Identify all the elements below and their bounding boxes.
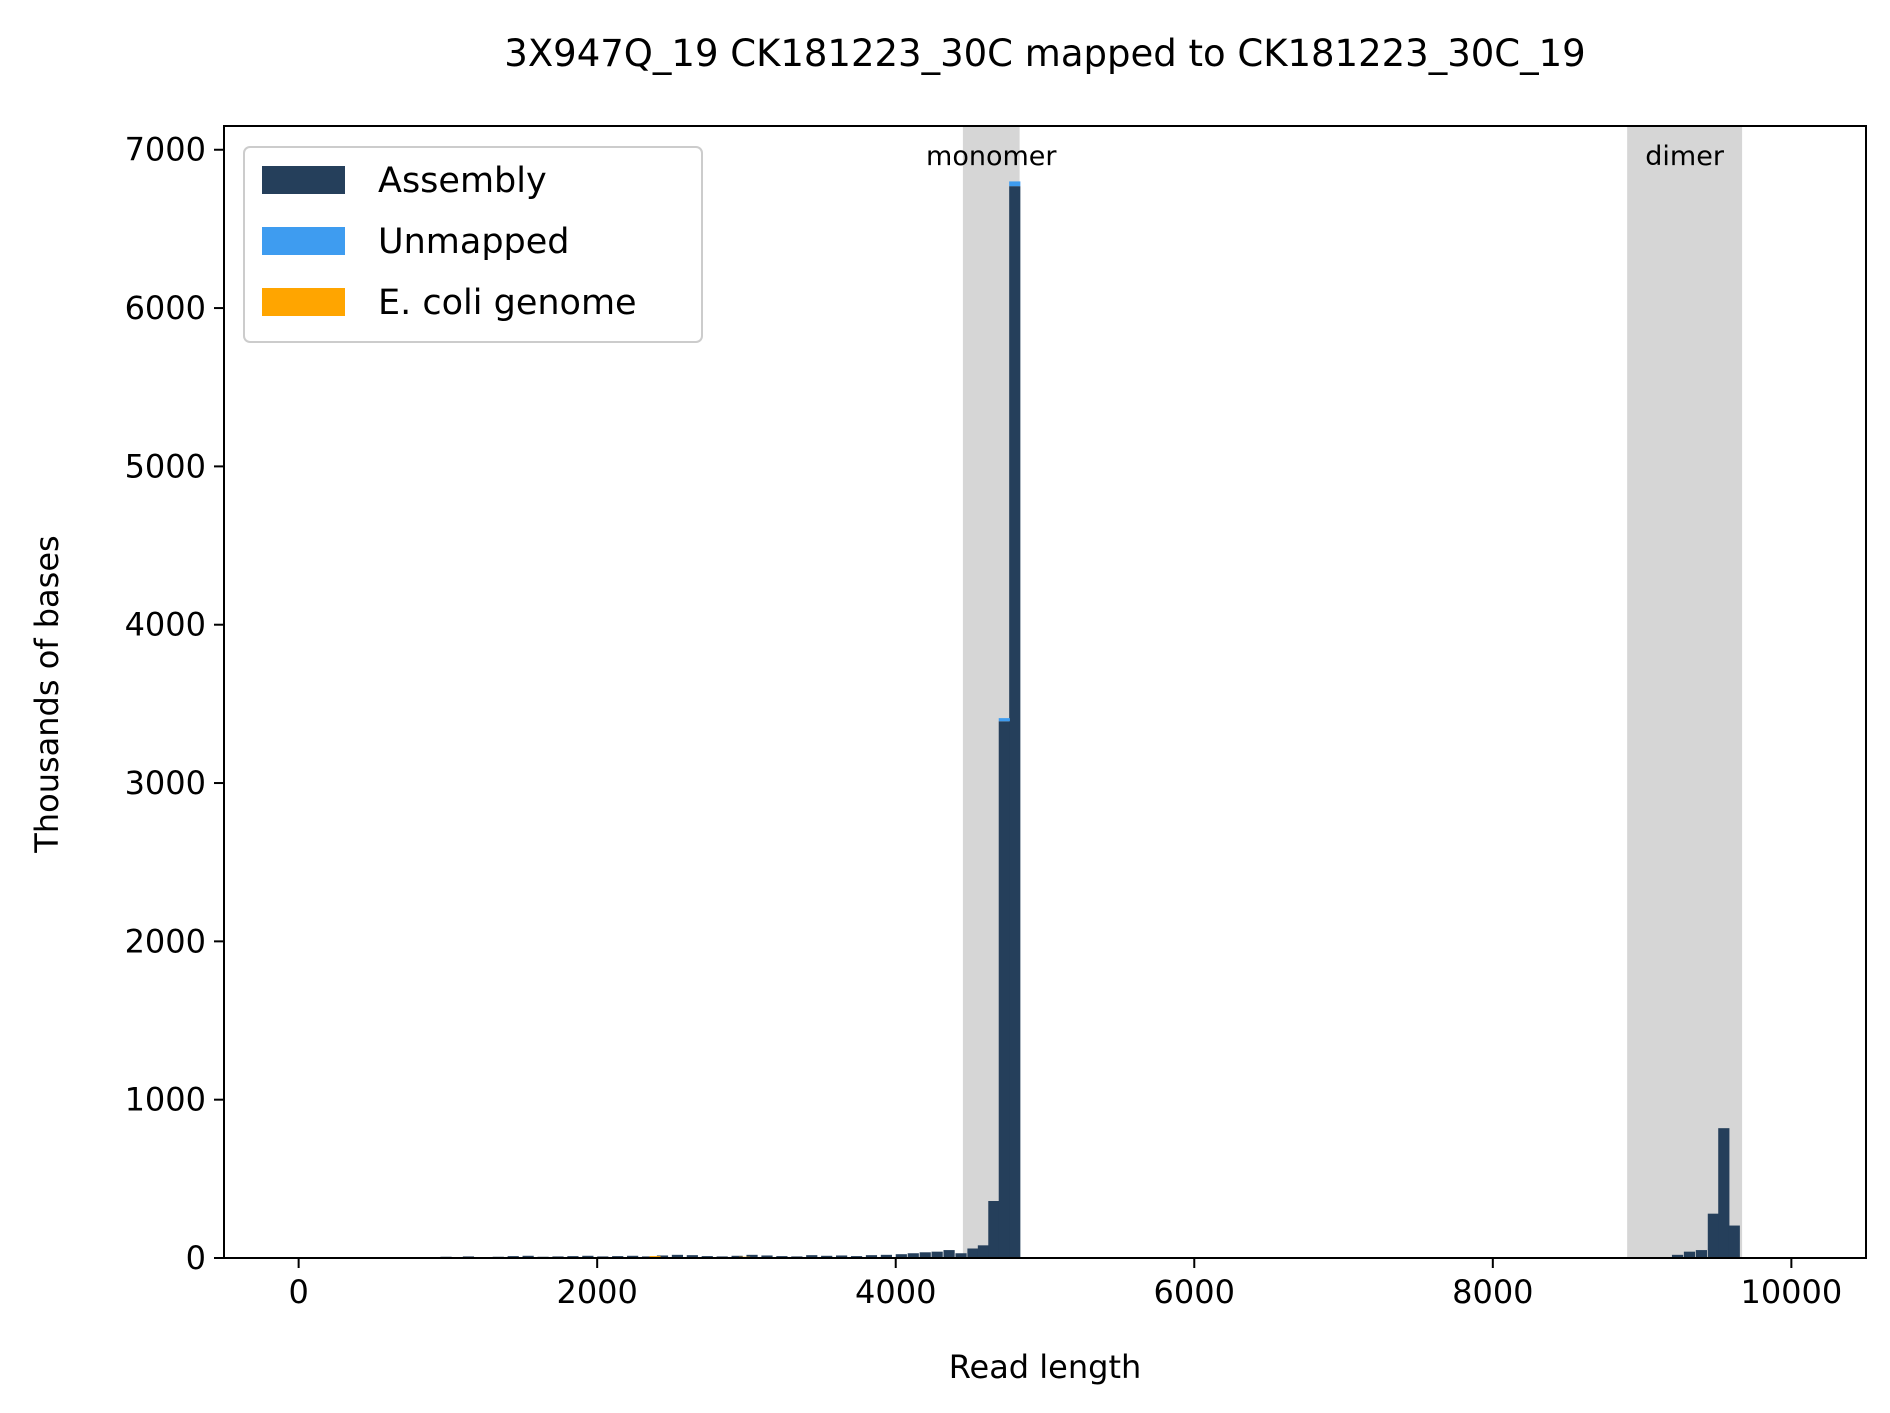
x-axis-label: Read length (949, 1348, 1142, 1386)
bar-assembly (943, 1250, 955, 1258)
bar-assembly (656, 1255, 669, 1258)
bar-assembly (1707, 1213, 1719, 1258)
legend-label: Unmapped (378, 222, 570, 262)
chart-title: 3X947Q_19 CK181223_30C mapped to CK18122… (504, 32, 1585, 75)
bar-assembly (1009, 186, 1021, 1258)
y-axis-label: Thousands of bases (28, 535, 66, 853)
region-label-dimer: dimer (1645, 141, 1725, 172)
bar-assembly (627, 1255, 639, 1258)
y-tick-label: 4000 (125, 606, 206, 644)
x-tick-label: 8000 (1452, 1273, 1533, 1311)
y-tick-label: 7000 (125, 131, 206, 169)
y-tick-label: 3000 (125, 764, 206, 802)
bar-assembly (931, 1251, 943, 1258)
bar-assembly (522, 1255, 534, 1258)
bar-assembly (1671, 1254, 1684, 1258)
bar-assembly (836, 1255, 848, 1258)
bar-assembly (977, 1245, 990, 1258)
bar-assembly (1718, 1128, 1730, 1258)
y-tick-label: 2000 (125, 922, 206, 960)
legend-label: E. coli genome (378, 283, 637, 323)
bar-assembly (821, 1255, 833, 1258)
region-labels: monomer dimer (926, 141, 1725, 172)
bar-assembly (686, 1255, 698, 1258)
bar-assembly (582, 1255, 594, 1258)
legend: Assembly Unmapped E. coli genome (243, 146, 703, 343)
legend-swatch (262, 166, 345, 194)
bar-assembly (761, 1255, 773, 1258)
y-tick-label: 1000 (125, 1081, 206, 1119)
bar-assembly (967, 1248, 979, 1258)
shaded-regions (962, 126, 1743, 1258)
y-tick-label: 6000 (125, 289, 206, 327)
y-axis-ticks: 0 1000 2000 3000 4000 5000 6000 7000 (125, 131, 224, 1277)
region-label-monomer: monomer (926, 141, 1057, 172)
bar-assembly (988, 1201, 1000, 1258)
bar-unmapped (998, 718, 1010, 722)
plot-frame (223, 125, 1867, 1259)
bar-assembly (998, 721, 1010, 1258)
bar-assembly (1695, 1250, 1708, 1258)
bar-assembly (671, 1254, 684, 1258)
x-tick-label: 10000 (1740, 1273, 1842, 1311)
x-tick-label: 4000 (855, 1273, 936, 1311)
bar-assembly (919, 1252, 931, 1258)
x-tick-label: 6000 (1154, 1273, 1235, 1311)
bar-unmapped (1009, 181, 1021, 187)
x-tick-label: 0 (288, 1273, 308, 1311)
y-tick-label: 5000 (125, 447, 206, 485)
legend-label: Assembly (378, 161, 547, 201)
bar-assembly (865, 1255, 878, 1258)
bar-assembly (895, 1254, 907, 1258)
bar-assembly (731, 1255, 743, 1258)
bar-assembly (955, 1253, 967, 1258)
bar-assembly (880, 1254, 892, 1258)
legend-swatch (262, 288, 345, 316)
x-tick-label: 2000 (556, 1273, 637, 1311)
x-axis-ticks: 0 2000 4000 6000 8000 10000 (288, 1258, 1842, 1311)
bar-assembly (1728, 1225, 1740, 1258)
bar-assembly (907, 1253, 919, 1258)
y-tick-label: 0 (186, 1239, 206, 1277)
legend-box (243, 146, 703, 343)
bar-assembly (746, 1254, 758, 1258)
legend-swatch (262, 227, 345, 255)
bar-assembly (806, 1255, 818, 1258)
region-dimer (1627, 126, 1743, 1258)
bar-assembly (1683, 1251, 1696, 1258)
